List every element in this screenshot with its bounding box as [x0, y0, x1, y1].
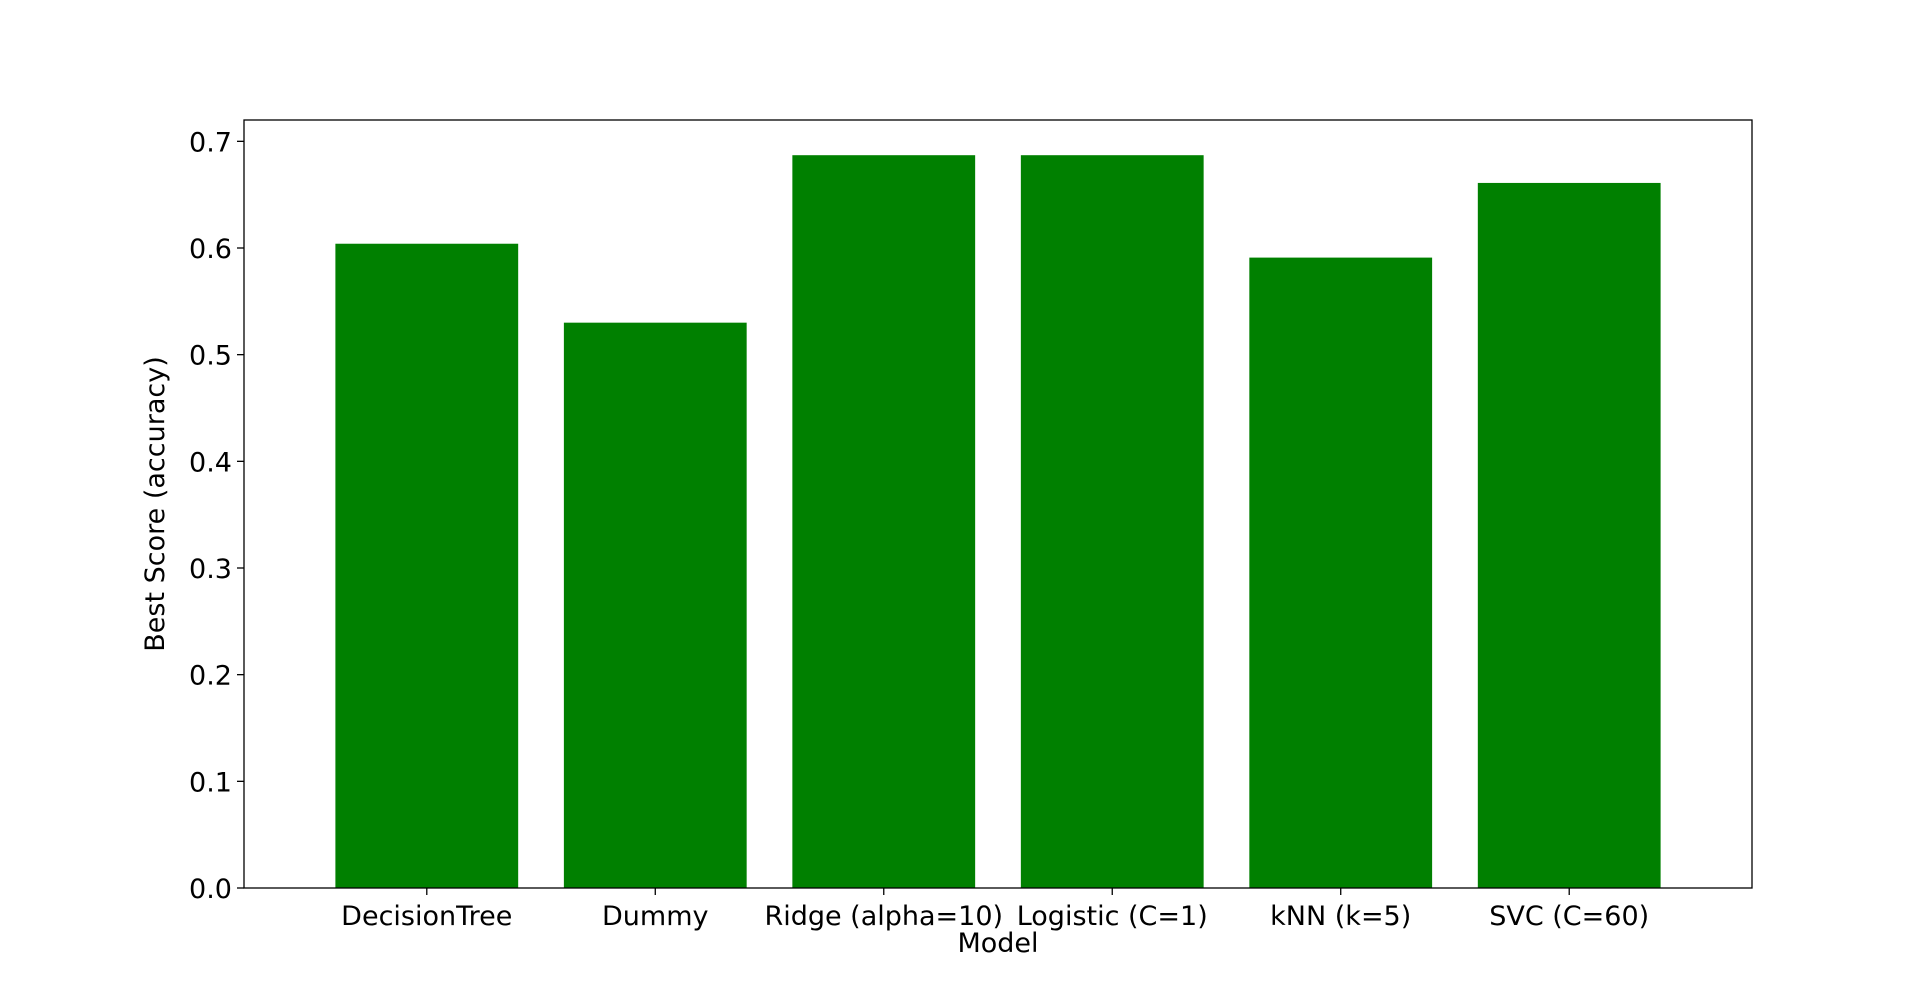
bar-0 [335, 243, 519, 888]
y-tick-label-7: 0.7 [189, 127, 232, 158]
y-axis: 0.0 0.1 0.2 0.3 0.4 0.5 0.6 0.7 [189, 127, 244, 905]
x-tick-label-1: Dummy [602, 901, 709, 932]
x-tick-label-0: DecisionTree [341, 901, 512, 932]
bars-group [335, 155, 1661, 889]
y-tick-label-3: 0.3 [189, 554, 232, 585]
y-tick-label-5: 0.5 [189, 341, 232, 372]
plot-frame [243, 119, 1753, 889]
x-axis-label: Model [957, 928, 1038, 959]
y-tick-label-6: 0.6 [189, 234, 232, 265]
bar-1 [563, 322, 747, 889]
bar-5 [1477, 182, 1661, 888]
y-tick-label-2: 0.2 [189, 661, 232, 692]
y-tick-label-4: 0.4 [189, 447, 232, 478]
y-tick-label-0: 0.0 [189, 874, 232, 905]
bar-3 [1020, 155, 1204, 888]
x-tick-label-3: Logistic (C=1) [1017, 901, 1208, 932]
x-tick-label-5: SVC (C=60) [1489, 901, 1649, 932]
x-axis: DecisionTree Dummy Ridge (alpha=10) Logisti… [341, 888, 1649, 932]
bar-4 [1249, 257, 1433, 889]
x-tick-label-4: kNN (k=5) [1270, 901, 1411, 932]
bar-2 [792, 155, 976, 888]
x-tick-label-2: Ridge (alpha=10) [764, 901, 1003, 932]
y-axis-label: Best Score (accuracy) [140, 356, 171, 651]
y-tick-label-1: 0.1 [189, 767, 232, 798]
